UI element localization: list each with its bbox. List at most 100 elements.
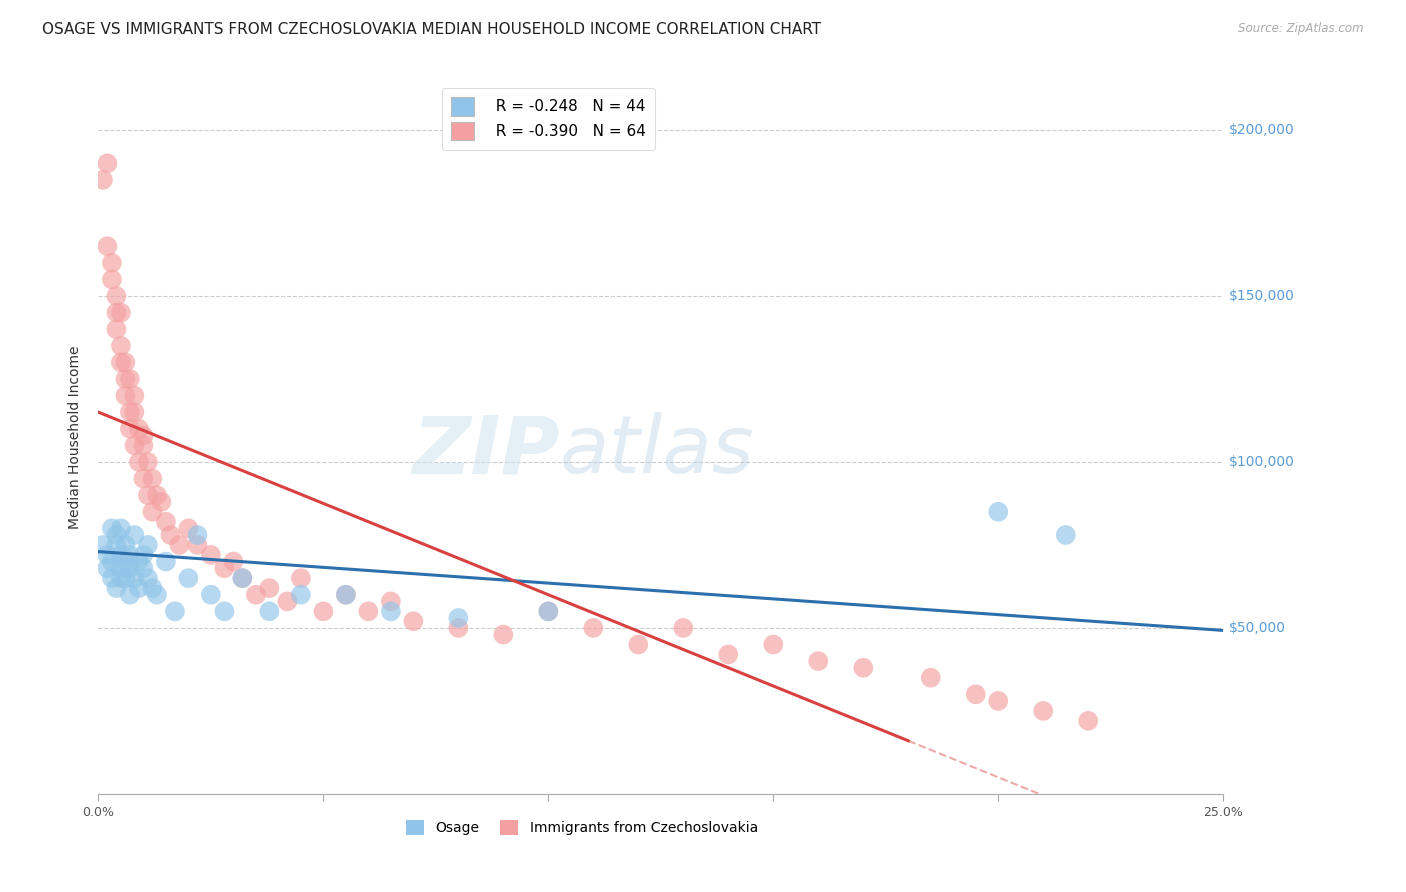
Text: $50,000: $50,000 xyxy=(1229,621,1286,635)
Point xyxy=(124,528,146,542)
Point xyxy=(114,538,136,552)
Point xyxy=(807,654,830,668)
Point xyxy=(222,555,245,569)
Point xyxy=(852,661,875,675)
Point xyxy=(276,594,298,608)
Y-axis label: Median Household Income: Median Household Income xyxy=(69,345,83,529)
Point xyxy=(177,571,200,585)
Point xyxy=(136,538,159,552)
Point xyxy=(290,571,312,585)
Point xyxy=(105,289,128,303)
Point xyxy=(402,615,425,629)
Point xyxy=(627,638,650,652)
Point xyxy=(762,638,785,652)
Point xyxy=(987,694,1010,708)
Point xyxy=(1032,704,1054,718)
Point xyxy=(136,571,159,585)
Point xyxy=(124,405,146,419)
Point xyxy=(101,555,124,569)
Point xyxy=(96,548,118,562)
Text: $150,000: $150,000 xyxy=(1229,289,1295,303)
Point xyxy=(101,256,124,270)
Point xyxy=(91,173,114,187)
Point xyxy=(110,355,132,369)
Point xyxy=(259,604,281,618)
Point xyxy=(124,388,146,402)
Point xyxy=(186,538,208,552)
Point xyxy=(200,548,222,562)
Point xyxy=(105,581,128,595)
Point xyxy=(447,611,470,625)
Point xyxy=(132,428,155,442)
Point xyxy=(380,594,402,608)
Point xyxy=(114,555,136,569)
Point xyxy=(110,339,132,353)
Point xyxy=(141,505,163,519)
Point xyxy=(128,422,150,436)
Point xyxy=(96,239,118,253)
Point xyxy=(146,588,169,602)
Point xyxy=(141,581,163,595)
Point xyxy=(118,548,141,562)
Point xyxy=(128,555,150,569)
Point xyxy=(96,156,118,170)
Point xyxy=(231,571,253,585)
Point xyxy=(118,588,141,602)
Point xyxy=(91,538,114,552)
Point xyxy=(118,561,141,575)
Point xyxy=(537,604,560,618)
Point xyxy=(128,581,150,595)
Point xyxy=(136,455,159,469)
Point xyxy=(259,581,281,595)
Point xyxy=(290,588,312,602)
Point xyxy=(96,561,118,575)
Point xyxy=(965,687,987,701)
Point xyxy=(101,571,124,585)
Point xyxy=(114,571,136,585)
Point xyxy=(150,495,173,509)
Point xyxy=(214,561,236,575)
Point xyxy=(155,555,177,569)
Point xyxy=(159,528,181,542)
Point xyxy=(169,538,191,552)
Point xyxy=(312,604,335,618)
Point xyxy=(110,561,132,575)
Point xyxy=(335,588,357,602)
Point xyxy=(110,521,132,535)
Point xyxy=(987,505,1010,519)
Point xyxy=(101,521,124,535)
Text: ZIP: ZIP xyxy=(412,412,560,491)
Point xyxy=(105,305,128,319)
Point xyxy=(146,488,169,502)
Point xyxy=(335,588,357,602)
Text: Source: ZipAtlas.com: Source: ZipAtlas.com xyxy=(1239,22,1364,36)
Legend: Osage, Immigrants from Czechoslovakia: Osage, Immigrants from Czechoslovakia xyxy=(401,814,763,840)
Point xyxy=(163,604,186,618)
Point xyxy=(200,588,222,602)
Point xyxy=(114,355,136,369)
Text: $100,000: $100,000 xyxy=(1229,455,1295,469)
Point xyxy=(177,521,200,535)
Point xyxy=(136,488,159,502)
Point xyxy=(141,472,163,486)
Point xyxy=(114,372,136,386)
Point xyxy=(214,604,236,618)
Point xyxy=(114,388,136,402)
Point xyxy=(132,472,155,486)
Point xyxy=(1054,528,1077,542)
Text: $200,000: $200,000 xyxy=(1229,123,1295,137)
Point xyxy=(105,528,128,542)
Point xyxy=(717,648,740,662)
Point xyxy=(132,438,155,452)
Point xyxy=(447,621,470,635)
Point xyxy=(245,588,267,602)
Point xyxy=(537,604,560,618)
Point xyxy=(920,671,942,685)
Point xyxy=(101,272,124,286)
Point xyxy=(110,571,132,585)
Point xyxy=(672,621,695,635)
Point xyxy=(118,372,141,386)
Point xyxy=(124,571,146,585)
Point xyxy=(105,322,128,336)
Point xyxy=(132,561,155,575)
